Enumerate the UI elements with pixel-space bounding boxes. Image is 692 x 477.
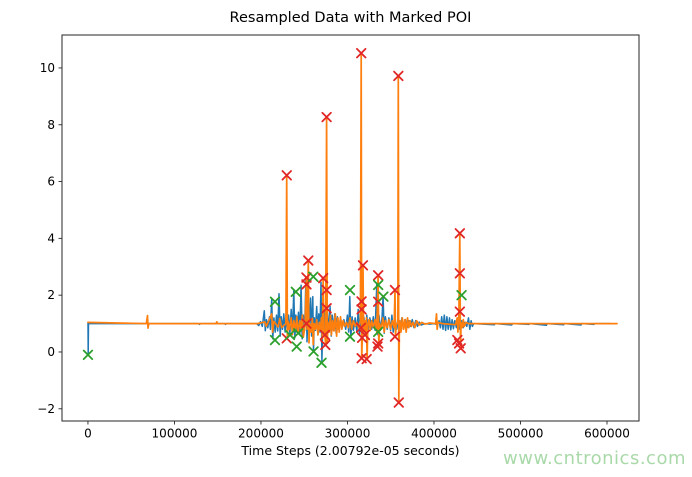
poi-red-marker: [319, 329, 331, 341]
poi-red-marker: [454, 228, 466, 239]
y-tick-label: −2: [37, 402, 55, 416]
x-tick-label: 300000: [325, 427, 371, 441]
x-tick-label: 600000: [584, 427, 630, 441]
x-tick-label: 0: [84, 427, 92, 441]
poi-green-marker: [284, 329, 296, 341]
axes-frame: [61, 34, 640, 422]
poi-red-marker: [321, 111, 332, 123]
y-tick-label: 10: [40, 61, 55, 75]
poi-red-marker: [389, 331, 401, 342]
y-tick-label: 0: [47, 345, 55, 359]
poi-red-marker: [393, 70, 404, 82]
y-tick-label: 6: [47, 175, 55, 189]
poi-red-marker: [389, 284, 401, 296]
x-axis-label: Time Steps (2.00792e-05 seconds): [241, 443, 460, 458]
series-group: [82, 47, 618, 408]
y-tick-label: 4: [47, 231, 55, 245]
poi-green-marker: [269, 334, 281, 346]
poi-red-marker: [357, 260, 369, 271]
poi-green-marker: [269, 296, 281, 307]
poi-red-marker: [281, 170, 292, 181]
series-line-resampled-signal-orange: [87, 52, 618, 404]
poi-green-markers: [82, 271, 467, 368]
poi-red-marker: [321, 303, 332, 314]
poi-red-marker: [356, 304, 367, 315]
poi-red-marker: [372, 270, 384, 281]
watermark: www.cntronics.com: [503, 448, 686, 469]
poi-red-marker: [359, 329, 371, 341]
x-tick-label: 400000: [411, 427, 457, 441]
poi-green-marker: [456, 289, 467, 301]
poi-red-marker: [303, 255, 314, 266]
poi-green-marker: [316, 357, 327, 368]
poi-red-marker: [361, 353, 372, 365]
poi-green-marker: [308, 271, 319, 282]
poi-red-marker: [356, 296, 367, 307]
poi-red-marker: [321, 284, 332, 296]
x-tick-label: 200000: [238, 427, 284, 441]
poi-red-marker: [454, 306, 466, 317]
x-tick-label: 500000: [498, 427, 544, 441]
poi-red-marker: [455, 343, 466, 354]
poi-green-marker: [82, 349, 94, 361]
poi-green-marker: [378, 291, 389, 302]
poi-red-marker: [372, 341, 383, 352]
chart-title: Resampled Data with Marked POI: [229, 10, 472, 26]
poi-green-marker: [290, 286, 302, 297]
poi-green-marker: [344, 331, 356, 342]
poi-red-marker: [356, 47, 367, 59]
poi-red-marker: [372, 338, 384, 349]
poi-red-marker: [355, 322, 367, 334]
poi-red-marker: [393, 397, 404, 408]
y-tick-label: 2: [47, 288, 55, 302]
poi-red-markers: [281, 47, 466, 408]
poi-red-marker: [320, 339, 331, 351]
poi-green-marker: [372, 279, 384, 291]
x-tick-label: 100000: [152, 427, 198, 441]
poi-green-marker: [308, 346, 319, 357]
poi-red-marker: [317, 272, 329, 284]
poi-red-marker: [454, 268, 466, 279]
poi-green-marker: [372, 326, 384, 338]
poi-green-marker: [293, 328, 304, 339]
poi-green-marker: [344, 284, 356, 296]
poi-red-marker: [301, 318, 312, 329]
y-tick-label: 8: [47, 118, 55, 132]
poi-green-marker: [291, 341, 302, 352]
